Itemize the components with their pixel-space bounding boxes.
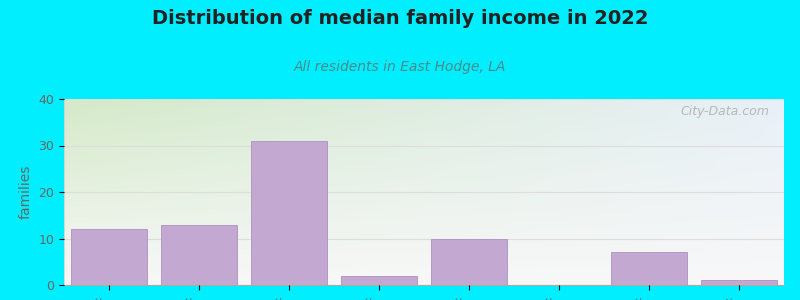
Y-axis label: families: families (19, 165, 33, 219)
Text: All residents in East Hodge, LA: All residents in East Hodge, LA (294, 60, 506, 74)
Bar (70, 229, 147, 285)
Bar (430, 238, 507, 285)
Bar (701, 280, 778, 285)
Bar (250, 141, 327, 285)
Bar (161, 224, 238, 285)
Bar (341, 276, 418, 285)
Text: Distribution of median family income in 2022: Distribution of median family income in … (152, 9, 648, 28)
Bar (610, 252, 687, 285)
Text: City-Data.com: City-Data.com (681, 105, 770, 118)
